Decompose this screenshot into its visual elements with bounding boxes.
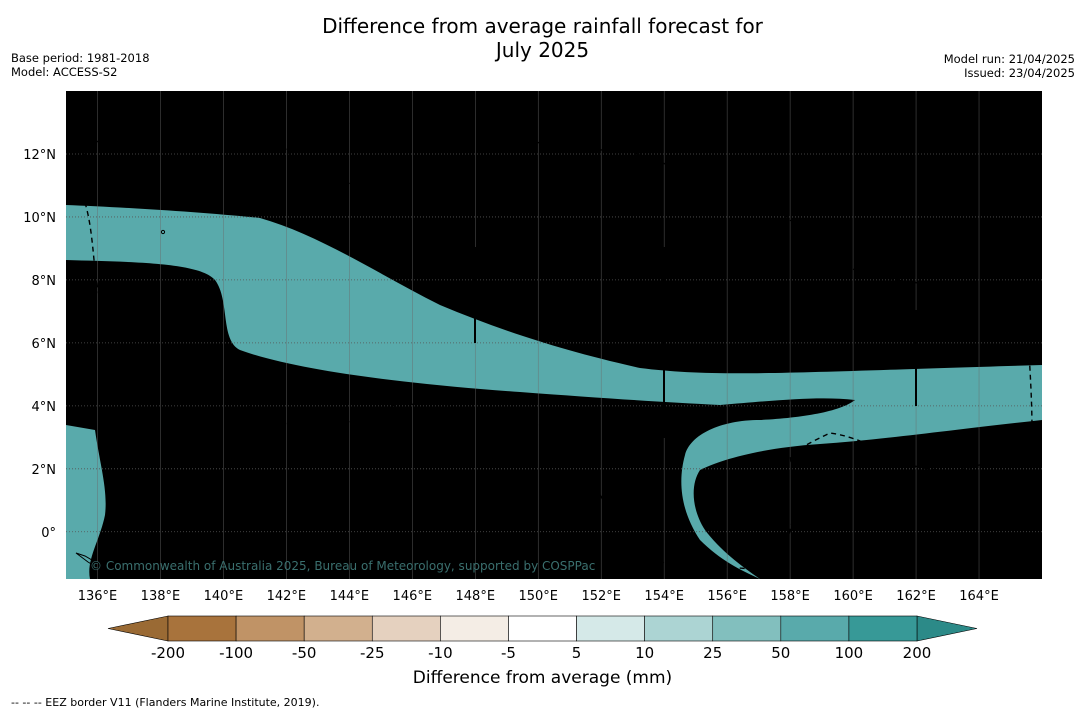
base-period-text: Base period: 1981-2018 [11,51,150,65]
longitude-label: 148°E [456,589,496,604]
longitude-label: 136°E [78,589,118,604]
islands [75,102,1027,579]
map-title-line-1: Difference from average rainfall forecas… [322,14,763,38]
eez-border [74,106,1033,571]
map-title-line-2: July 2025 [495,38,590,62]
latitude-label: 6°N [32,337,57,352]
colorbar-segment [508,615,577,642]
zone-minus-100-to-minus-50 [674,145,1042,579]
model-run-text: Model run: 21/04/2025 [943,52,1075,66]
colorbar-segment [167,615,237,642]
colorbar-segment [644,615,714,642]
map-title: Difference from average rainfall forecas… [0,14,1085,62]
longitude-label: 144°E [330,589,370,604]
colorbar-tick-label: -50 [292,644,317,662]
latitude-label: 10°N [23,211,56,226]
zone-25-to-50 [66,91,1042,579]
colorbar-segment [440,615,509,642]
colorbar-segment [303,615,373,642]
model-info: Base period: 1981-2018 Model: ACCESS-S2 [11,51,150,79]
longitude-label: 158°E [770,589,810,604]
longitude-label: 156°E [707,589,747,604]
colorbar-over-arrow [916,615,978,642]
longitude-label: 160°E [833,589,873,604]
colorbar-tick-label: -5 [501,644,516,662]
latitude-label: 4°N [32,400,57,415]
latitude-label: 0° [41,526,56,541]
longitude-label: 138°E [141,589,181,604]
longitude-label: 142°E [267,589,307,604]
colorbar-tick-label: -200 [151,644,185,662]
colorbar-segment [780,615,850,642]
colorbar-segment [848,615,918,642]
colorbar-tick-label: 25 [703,644,722,662]
longitude-label: 150°E [518,589,558,604]
colorbar-segment [371,615,441,642]
rainfall-anomaly-field [66,91,1042,579]
longitude-labels: 136°E 138°E 140°E 142°E 144°E 146°E 148°E 150°E… [78,589,999,604]
colorbar-tick-label: 50 [771,644,790,662]
colorbar-tick-label: 5 [572,644,582,662]
run-info: Model run: 21/04/2025 Issued: 23/04/2025 [944,52,1075,80]
latitude-label: 12°N [23,148,56,163]
longitude-label: 162°E [896,589,936,604]
longitude-label: 146°E [393,589,433,604]
colorbar-tick-label: -100 [219,644,253,662]
longitude-label: 164°E [959,589,999,604]
model-name-text: Model: ACCESS-S2 [11,65,118,79]
copyright-notice: © Commonwealth of Australia 2025, Bureau… [90,559,595,573]
latitude-label: 2°N [32,463,57,478]
colorbar-tick-label: 10 [635,644,654,662]
longitude-label: 152°E [581,589,621,604]
latitude-label: 8°N [32,274,57,289]
issued-text: Issued: 23/04/2025 [964,66,1075,80]
latitude-labels: 12°N 10°N 8°N 6°N 4°N 2°N 0° [23,148,56,541]
colorbar-segment [576,615,645,642]
colorbar-tick-label: -10 [428,644,453,662]
colorbar-tick-label: 200 [903,644,932,662]
colorbar: -200 -100 -50 -25 -10 -5 5 10 25 50 100 200 [107,615,978,662]
eez-legend-note: -- -- -- EEZ border V11 (Flanders Marine… [11,696,320,709]
colorbar-tick-label: 100 [835,644,864,662]
colorbar-segment [235,615,305,642]
colorbar-under-arrow [107,615,169,642]
colorbar-segment [712,615,782,642]
colorbar-label: Difference from average (mm) [412,668,673,688]
longitude-label: 140°E [204,589,244,604]
colorbar-tick-label: -25 [360,644,385,662]
longitude-label: 154°E [644,589,684,604]
